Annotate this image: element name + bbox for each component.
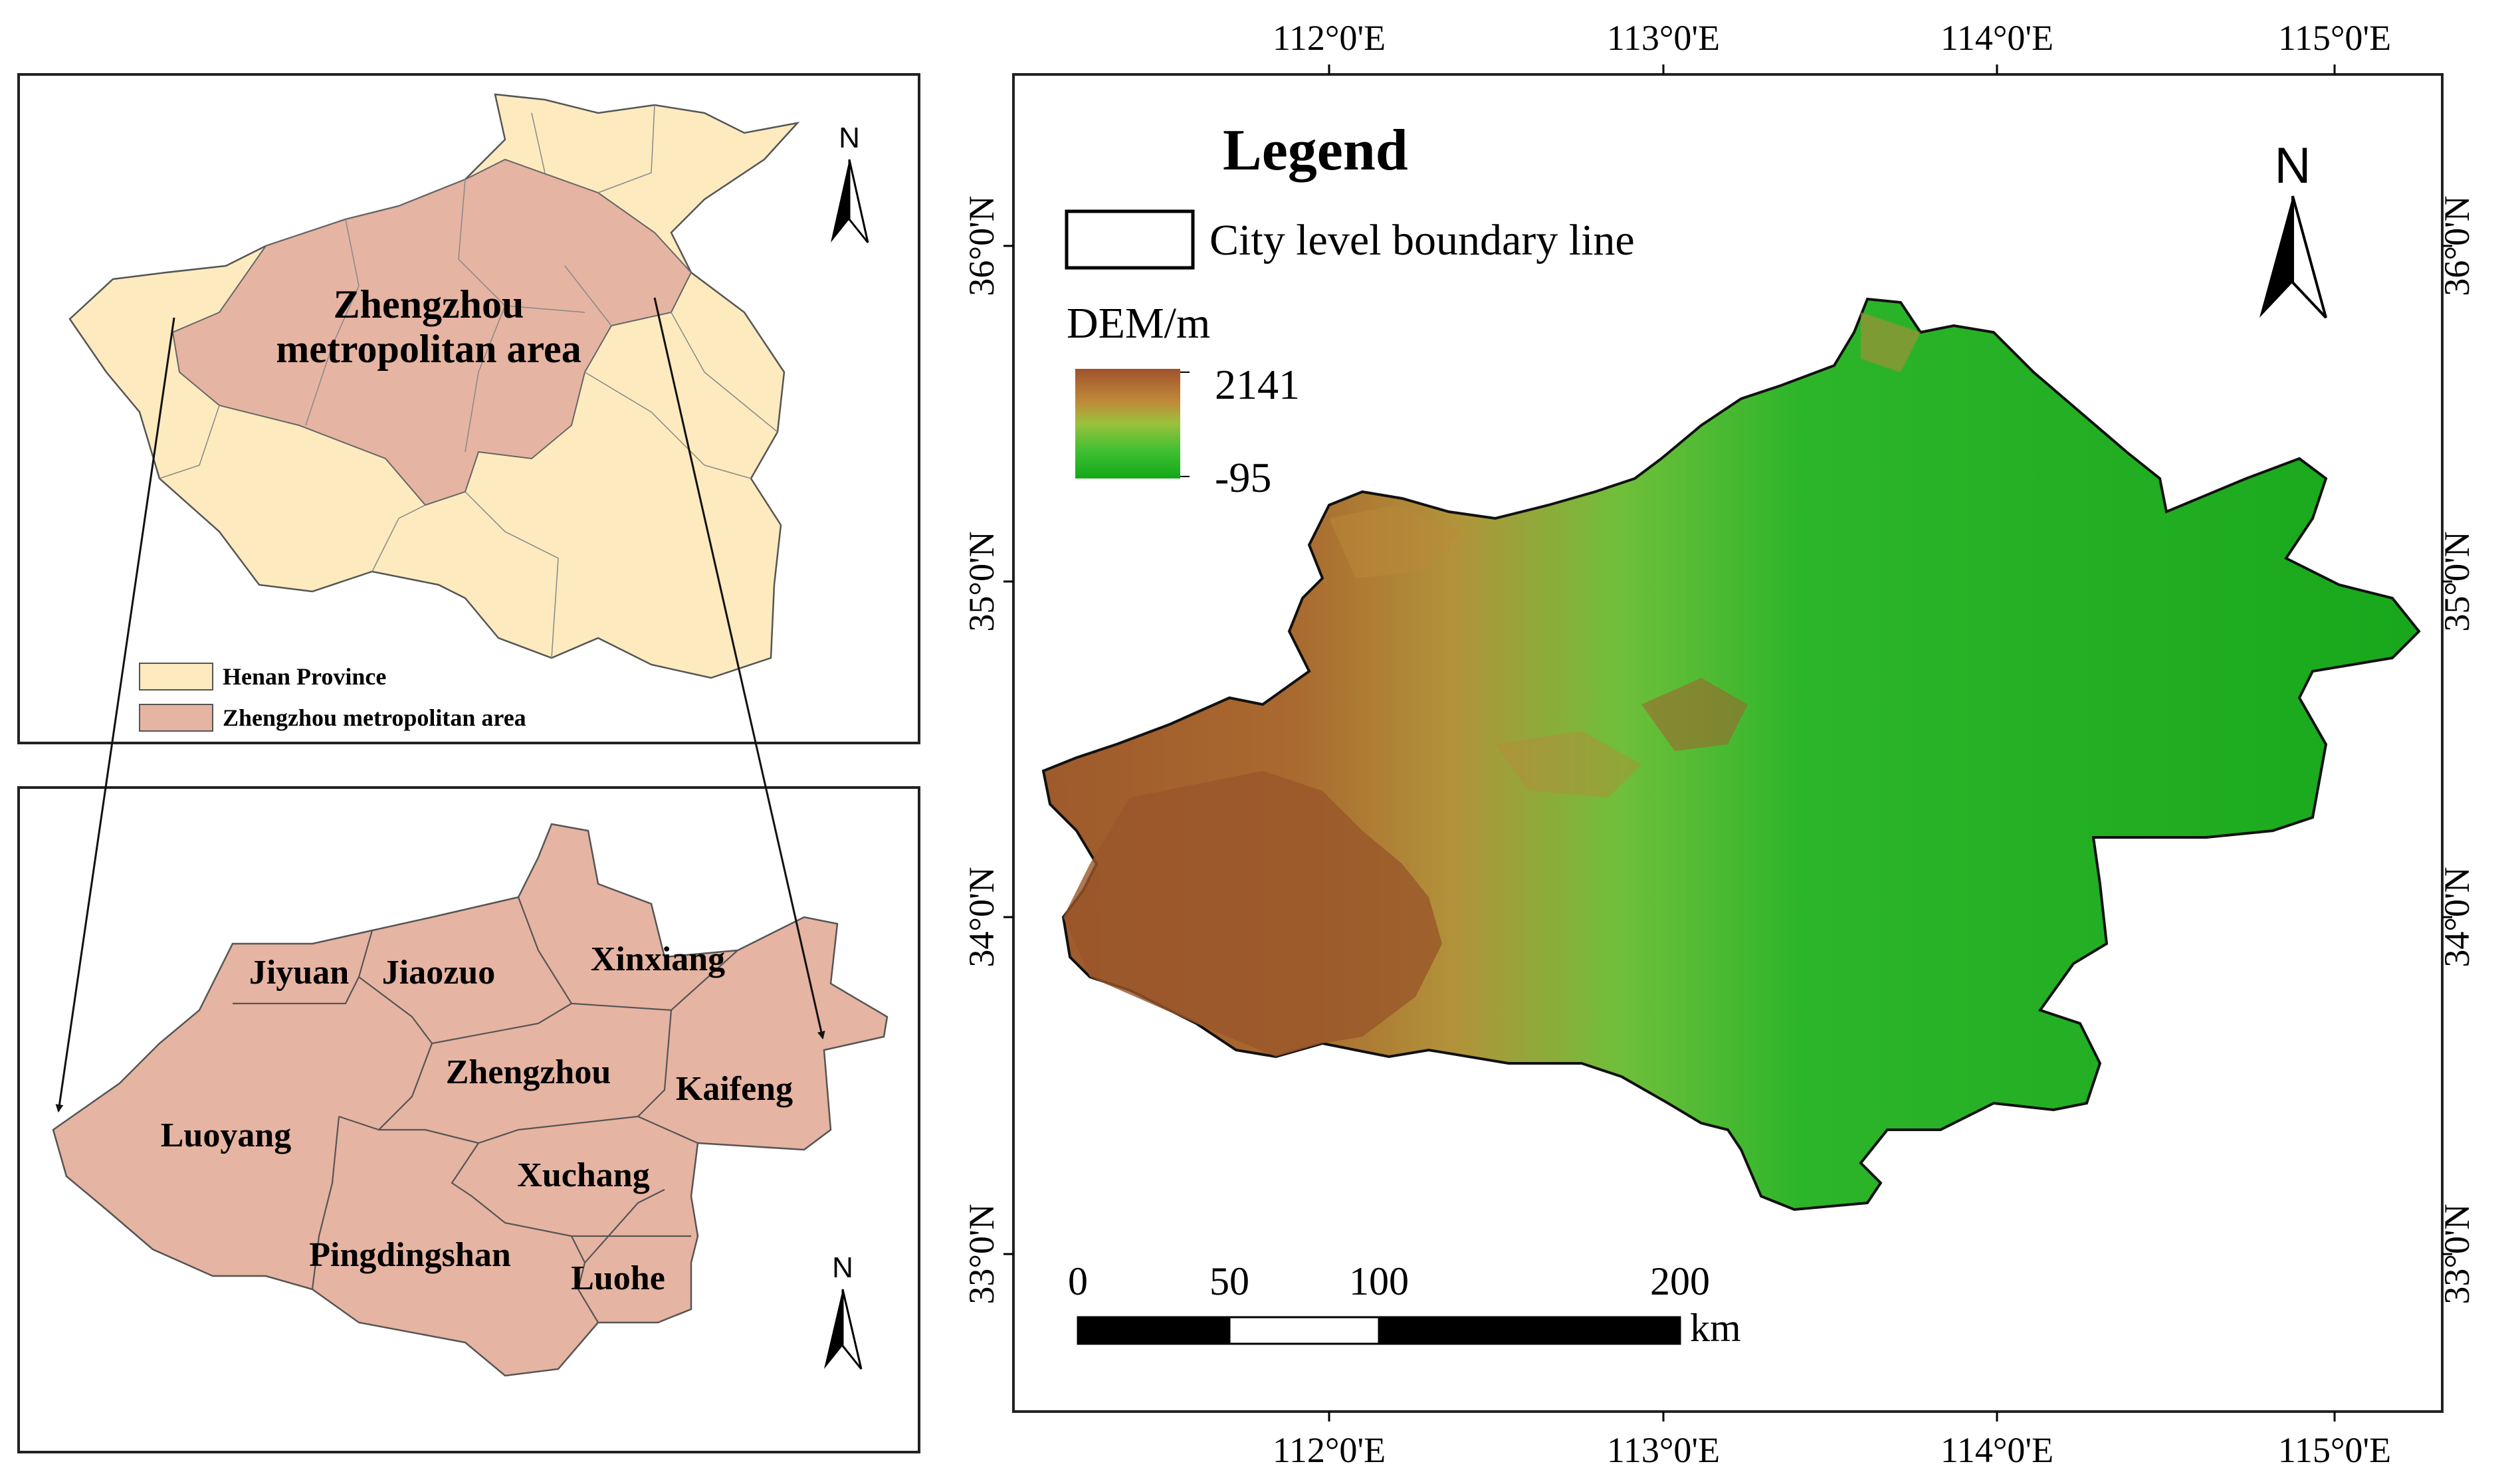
city-label-xinxiang: Xinxiang xyxy=(591,940,725,978)
scale-label-200: 200 xyxy=(1650,1259,1710,1303)
scale-segment-1 xyxy=(1077,1316,1231,1345)
dem-terrain-shading xyxy=(1063,312,1921,1057)
cities-north-arrow-icon: N xyxy=(824,1251,863,1370)
overview-metro-area-shape xyxy=(171,158,692,506)
connector-arrow-right xyxy=(653,297,825,1039)
legend-label-henan: Henan Province xyxy=(223,663,386,690)
overview-region-label-line2: metropolitan area xyxy=(276,327,581,371)
scale-unit-label: km xyxy=(1690,1306,1741,1350)
dem-legend-heading: DEM/m xyxy=(1067,299,1210,348)
city-label-luohe: Luohe xyxy=(571,1259,665,1297)
metro-area-shape xyxy=(52,823,889,1377)
overview-map-panel: Zhengzhou metropolitan area N Henan Prov… xyxy=(17,73,920,744)
city-label-kaifeng: Kaifeng xyxy=(676,1070,793,1108)
legend-label-metro: Zhengzhou metropolitan area xyxy=(223,704,526,731)
boundary-line-label: City level boundary line xyxy=(1209,216,1635,265)
city-label-zhengzhou: Zhengzhou xyxy=(446,1053,611,1091)
overview-north-arrow-icon: N xyxy=(831,122,869,243)
dem-max-label: 2141 xyxy=(1215,361,1300,408)
lon-label-bottom-113: 113°0'E xyxy=(1607,1430,1720,1470)
scale-label-100: 100 xyxy=(1349,1259,1409,1303)
connector-arrow-left xyxy=(55,317,175,1113)
lat-label-left-34: 34°0'N xyxy=(962,867,1001,967)
overview-internal-boundaries xyxy=(159,104,778,659)
scale-label-50: 50 xyxy=(1209,1259,1249,1303)
dem-north-arrow-icon: N xyxy=(2259,138,2327,319)
city-label-xuchang: Xuchang xyxy=(517,1156,649,1194)
scale-bar: 0 50 100 200 km xyxy=(1068,1259,1741,1350)
legend-swatch-metro xyxy=(139,704,213,732)
svg-text:N: N xyxy=(839,122,860,154)
lon-label-bottom-114: 114°0'E xyxy=(1940,1430,2053,1470)
lon-label-bottom-115: 115°0'E xyxy=(2278,1430,2391,1470)
lon-label-bottom-112: 112°0'E xyxy=(1273,1430,1386,1470)
city-label-luoyang: Luoyang xyxy=(161,1116,292,1154)
lon-label-top-115: 115°0'E xyxy=(2278,18,2391,58)
svg-text:N: N xyxy=(832,1251,853,1284)
lat-label-left-35: 35°0'N xyxy=(962,531,1001,631)
cities-map-panel: Jiyuan Jiaozuo Xinxiang Zhengzhou Kaifen… xyxy=(17,786,920,1453)
city-label-jiyuan: Jiyuan xyxy=(249,954,349,992)
overview-legend: Henan Province Zhengzhou metropolitan ar… xyxy=(139,663,526,732)
lat-label-left-36: 36°0'N xyxy=(962,195,1001,296)
lon-label-top-113: 113°0'E xyxy=(1607,18,1720,58)
dem-color-ramp xyxy=(1075,369,1180,478)
svg-text:N: N xyxy=(2275,138,2311,194)
lon-label-top-112: 112°0'E xyxy=(1273,18,1386,58)
dem-min-label: -95 xyxy=(1215,454,1271,501)
boundary-line-swatch xyxy=(1065,209,1195,270)
city-label-pingdingshan: Pingdingshan xyxy=(309,1236,511,1274)
scale-segment-2 xyxy=(1228,1316,1380,1345)
scale-label-0: 0 xyxy=(1068,1259,1088,1303)
dem-legend-title: Legend xyxy=(1223,118,1408,183)
coordinate-ticks xyxy=(1003,64,2452,1422)
scale-segment-3 xyxy=(1378,1316,1681,1345)
lon-label-top-114: 114°0'E xyxy=(1940,18,2053,58)
lat-label-left-33: 33°0'N xyxy=(962,1204,1001,1304)
city-boundaries xyxy=(233,897,738,1323)
dem-map-panel: Legend City level boundary line DEM/m 21… xyxy=(962,18,2477,1470)
legend-swatch-henan xyxy=(139,663,213,690)
city-label-jiaozuo: Jiaozuo xyxy=(382,954,495,992)
overview-region-label-line1: Zhengzhou xyxy=(334,282,524,326)
